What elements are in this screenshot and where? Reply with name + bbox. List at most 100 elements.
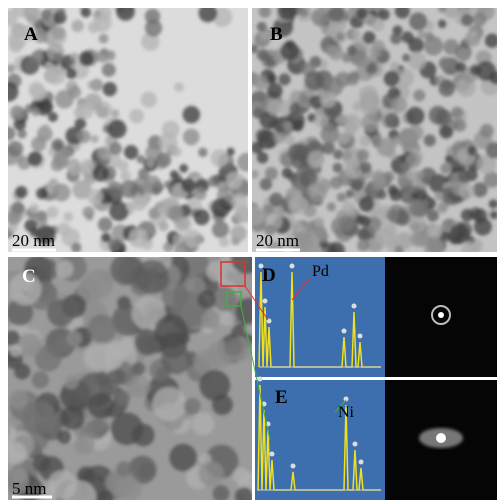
particle — [276, 125, 285, 134]
particle — [266, 100, 282, 116]
particle — [427, 223, 443, 239]
particle — [360, 162, 372, 174]
particle — [132, 424, 155, 447]
particle — [438, 20, 447, 29]
scale-bar-label: 5 nm — [12, 479, 46, 498]
particle — [257, 49, 269, 61]
particle — [167, 205, 183, 221]
particle — [280, 42, 299, 61]
particle — [408, 125, 424, 141]
particle — [441, 231, 451, 241]
particle — [125, 201, 135, 211]
particle — [226, 172, 243, 189]
particle — [107, 120, 126, 139]
particle — [77, 130, 90, 143]
particle — [111, 109, 120, 118]
particle — [384, 71, 400, 87]
particle — [424, 238, 443, 257]
particle — [212, 394, 233, 415]
particle — [51, 138, 65, 152]
particle — [409, 12, 427, 30]
particle — [42, 405, 54, 417]
particle — [402, 54, 410, 62]
particle — [28, 151, 43, 166]
particle — [278, 73, 291, 86]
particle — [251, 170, 259, 178]
particle — [417, 30, 426, 39]
particle — [201, 310, 220, 329]
particle — [60, 406, 84, 430]
fft-center — [436, 433, 446, 443]
particle — [333, 163, 343, 173]
particle — [116, 461, 132, 477]
particle — [141, 92, 157, 108]
particle — [208, 176, 219, 187]
particle — [184, 398, 201, 415]
particle — [31, 107, 40, 116]
particle — [99, 34, 109, 44]
particle — [152, 387, 186, 421]
particle — [267, 83, 283, 99]
particle — [254, 76, 269, 91]
particle — [27, 14, 37, 24]
particle — [314, 216, 325, 227]
particle — [234, 205, 252, 223]
panel-label: C — [22, 266, 36, 287]
particle — [384, 113, 399, 128]
particle — [457, 48, 471, 62]
particle — [224, 337, 243, 356]
particle — [71, 20, 83, 32]
particle — [282, 168, 293, 179]
particle — [198, 148, 208, 158]
particle — [97, 106, 109, 118]
particle — [376, 228, 395, 247]
particle — [164, 181, 172, 189]
particle — [330, 176, 343, 189]
peak-marker — [291, 464, 296, 469]
particle — [211, 149, 229, 167]
particle — [289, 195, 309, 215]
particle — [57, 7, 66, 16]
particle — [57, 430, 71, 444]
particle — [439, 80, 456, 97]
particle — [181, 178, 195, 192]
particle — [120, 180, 138, 198]
particle — [41, 9, 52, 20]
particle — [184, 230, 202, 248]
particle — [440, 163, 451, 174]
particle — [292, 120, 304, 132]
particle — [408, 199, 426, 217]
particle — [410, 222, 420, 232]
particle — [273, 132, 285, 144]
particle — [469, 30, 477, 38]
particle — [163, 242, 173, 252]
particle — [120, 170, 131, 181]
particle — [346, 189, 354, 197]
particle — [10, 106, 25, 121]
particle — [402, 31, 414, 43]
particle — [453, 119, 466, 132]
particle — [289, 103, 299, 113]
particle — [269, 193, 283, 207]
particle — [106, 50, 115, 59]
particle — [249, 44, 258, 53]
particle — [86, 213, 94, 221]
particle — [4, 442, 27, 465]
particle — [172, 147, 182, 157]
particle — [197, 291, 215, 309]
panel-label: E — [275, 387, 288, 408]
particle — [36, 259, 58, 281]
particle — [476, 61, 496, 81]
particle — [388, 185, 398, 195]
particle — [458, 183, 474, 199]
particle — [129, 228, 149, 248]
particle — [343, 114, 361, 132]
particle — [24, 57, 40, 73]
particle — [395, 4, 410, 19]
particle — [456, 62, 466, 72]
particle — [437, 203, 448, 214]
particle — [336, 193, 345, 202]
particle — [415, 170, 425, 180]
particle — [342, 150, 353, 161]
particle — [183, 129, 200, 146]
